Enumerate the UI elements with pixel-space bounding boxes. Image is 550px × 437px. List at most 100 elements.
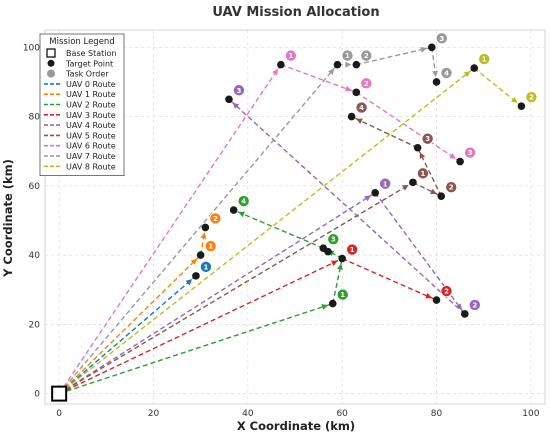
task-order-badge: 1 bbox=[199, 260, 212, 273]
legend-route-label: UAV 3 Route bbox=[66, 111, 116, 120]
task-order-circle bbox=[209, 212, 222, 225]
task-order-badge: 2 bbox=[360, 49, 373, 62]
task-order-label: 1 bbox=[350, 246, 355, 254]
route-arrowhead bbox=[432, 70, 438, 77]
task-order-badge: 1 bbox=[346, 243, 359, 256]
y-tick-label: 100 bbox=[23, 43, 40, 53]
task-order-badge: 2 bbox=[360, 77, 373, 90]
task-order-label: 1 bbox=[345, 52, 350, 60]
task-order-badge: 1 bbox=[478, 53, 491, 66]
target-point bbox=[371, 188, 379, 197]
x-tick-label: 40 bbox=[242, 409, 254, 419]
route-arrowhead bbox=[430, 188, 437, 195]
task-order-badge: 3 bbox=[327, 233, 340, 246]
task-order-badge: 1 bbox=[379, 177, 392, 190]
task-order-circle bbox=[379, 177, 392, 190]
task-order-badge: 2 bbox=[445, 181, 458, 194]
task-order-label: 3 bbox=[439, 35, 444, 43]
route-segment bbox=[233, 209, 324, 249]
route-segment bbox=[58, 64, 282, 395]
task-order-badge: 4 bbox=[355, 101, 368, 114]
task-order-badge: 1 bbox=[336, 288, 349, 301]
route-uav-1 bbox=[58, 227, 207, 395]
legend-route-label: UAV 7 Route bbox=[66, 152, 116, 161]
target-point bbox=[319, 244, 328, 252]
task-order-label: 1 bbox=[420, 170, 425, 178]
route-segment bbox=[355, 91, 461, 163]
task-order-circle bbox=[360, 77, 373, 90]
task-order-badge: 4 bbox=[440, 66, 453, 79]
legend-base-label: Base Station bbox=[66, 49, 116, 58]
route-arrowhead bbox=[364, 195, 371, 202]
target-point bbox=[413, 143, 422, 152]
route-arrowhead bbox=[345, 61, 352, 68]
task-order-badge: 2 bbox=[209, 212, 222, 225]
task-order-badge: 1 bbox=[204, 240, 217, 253]
route-segment bbox=[58, 302, 333, 395]
target-point bbox=[225, 95, 233, 104]
route-arrowhead bbox=[510, 96, 518, 104]
target-point bbox=[328, 299, 337, 308]
target-point bbox=[338, 254, 346, 263]
legend-route-label: UAV 1 Route bbox=[66, 90, 116, 99]
task-order-circle bbox=[440, 285, 453, 298]
task-order-badge: 4 bbox=[237, 195, 250, 208]
target-point bbox=[192, 272, 200, 280]
task-order-circle bbox=[468, 298, 481, 311]
route-arrowhead bbox=[419, 152, 426, 159]
task-order-label: 2 bbox=[472, 301, 477, 309]
target-point bbox=[432, 78, 441, 86]
target-point bbox=[517, 102, 526, 110]
task-order-label: 1 bbox=[340, 291, 345, 299]
task-order-label: 2 bbox=[449, 184, 454, 192]
route-arrowhead bbox=[463, 71, 471, 78]
y-tick-label: 0 bbox=[34, 390, 40, 400]
task-order-badge: 1 bbox=[284, 49, 297, 62]
task-order-label: 3 bbox=[425, 135, 430, 143]
target-point bbox=[470, 64, 479, 72]
y-axis-label: Y Coordinate (km) bbox=[1, 159, 15, 278]
task-order-label: 1 bbox=[208, 243, 213, 251]
route-arrowhead bbox=[328, 68, 335, 75]
y-tick-label: 60 bbox=[29, 182, 41, 192]
task-order-circle bbox=[284, 49, 297, 62]
task-order-circle bbox=[416, 167, 429, 180]
route-arrowhead bbox=[356, 118, 363, 124]
route-uav-0 bbox=[58, 275, 197, 395]
task-order-badge: 3 bbox=[421, 132, 434, 145]
route-arrowhead bbox=[330, 260, 338, 267]
base-station bbox=[51, 385, 68, 402]
y-tick-label: 80 bbox=[29, 113, 41, 123]
target-point bbox=[333, 60, 342, 69]
task-order-label: 4 bbox=[359, 104, 364, 112]
route-segment bbox=[280, 63, 357, 93]
route-arrowhead bbox=[190, 258, 198, 265]
route-segment bbox=[58, 254, 202, 395]
target-point bbox=[409, 178, 417, 187]
uav-routes bbox=[58, 46, 522, 395]
task-order-badge: 1 bbox=[416, 167, 429, 180]
route-arrowhead bbox=[420, 46, 427, 53]
x-tick-label: 100 bbox=[522, 409, 539, 419]
task-order-circle bbox=[421, 132, 434, 145]
route-arrowhead bbox=[238, 211, 245, 218]
task-order-circle bbox=[346, 243, 359, 256]
route-segment bbox=[356, 46, 432, 66]
task-order-circle bbox=[360, 49, 373, 62]
task-order-label: 4 bbox=[241, 198, 246, 206]
route-segment bbox=[374, 192, 466, 315]
legend-route-label: UAV 6 Route bbox=[66, 142, 116, 151]
target-point bbox=[432, 296, 441, 304]
route-uav-8 bbox=[58, 67, 522, 395]
y-tick-label: 20 bbox=[29, 320, 41, 330]
task-order-circle bbox=[355, 101, 368, 114]
task-order-badge: 2 bbox=[525, 91, 538, 104]
x-tick-label: 80 bbox=[431, 409, 443, 419]
task-order-badge: 2 bbox=[468, 298, 481, 311]
legend-route-label: UAV 8 Route bbox=[66, 162, 116, 171]
target-point bbox=[201, 223, 210, 232]
target-point bbox=[437, 192, 446, 201]
task-order-label: 3 bbox=[331, 236, 336, 244]
target-point bbox=[347, 112, 356, 121]
